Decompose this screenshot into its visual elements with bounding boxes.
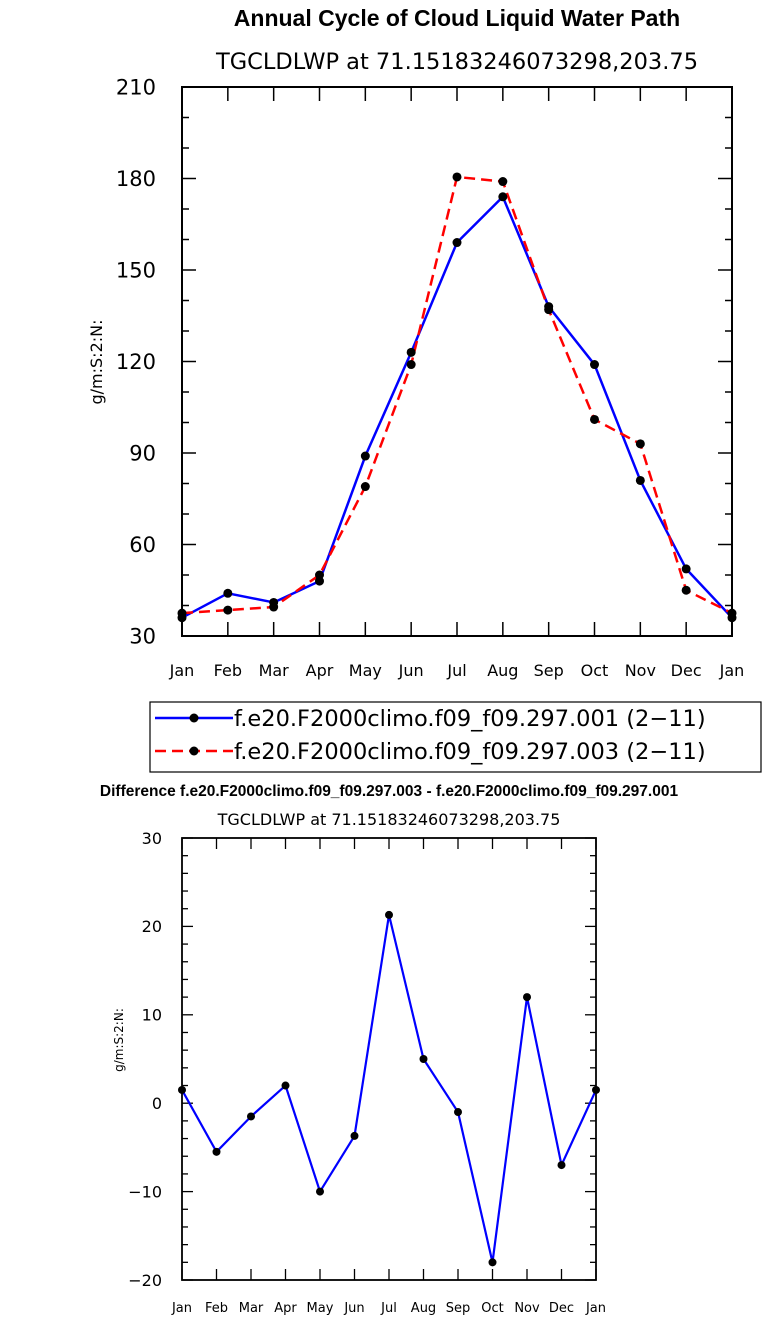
data-point-0-1-7	[498, 177, 508, 187]
y-tick-label: 20	[142, 917, 162, 936]
data-point-0-1-12	[727, 608, 737, 618]
data-point-1-0-7	[419, 1055, 428, 1063]
data-point-0-0-6	[452, 238, 462, 248]
x-tick-label: Sep	[446, 1301, 471, 1316]
x-tick-label: Jul	[446, 661, 466, 680]
data-point-1-0-10	[523, 993, 531, 1002]
bottom-chart-axes: −20 −10 0 10 20 30 Jan Feb Mar Apr May Jun Jul Aug Sep…	[128, 829, 606, 1316]
data-point-0-1-2	[269, 602, 279, 612]
data-point-0-1-5	[406, 360, 416, 370]
data-point-1-0-6	[385, 910, 393, 919]
x-tick-label: Jun	[398, 661, 424, 680]
data-point-0-1-8	[544, 305, 554, 315]
x-tick-label: Jan	[585, 1301, 606, 1316]
data-point-0-1-1	[223, 605, 233, 615]
y-tick-label: 150	[116, 259, 156, 283]
series-line-1-0	[181, 913, 597, 1264]
x-tick-label: Oct	[581, 661, 609, 680]
x-tick-label: Feb	[214, 661, 242, 680]
data-point-0-0-5	[406, 347, 416, 357]
x-tick-label: Jun	[343, 1301, 364, 1316]
data-point-0-0-7	[498, 192, 508, 202]
data-point-1-0-12	[592, 1085, 600, 1094]
x-tick-label: Nov	[514, 1301, 540, 1316]
data-point-0-0-11	[681, 564, 691, 574]
x-tick-label: Jan	[169, 661, 195, 680]
bottom-chart: Difference f.e20.F2000climo.f09_f09.297.…	[100, 783, 679, 1316]
x-tick-label: Feb	[205, 1301, 228, 1316]
data-point-1-0-0	[178, 1085, 186, 1094]
y-tick-label: −10	[128, 1182, 162, 1201]
y-tick-label: −20	[128, 1271, 162, 1290]
y-tick-label: 30	[142, 829, 162, 848]
y-tick-label: 30	[129, 625, 156, 649]
y-tick-label: 60	[129, 533, 156, 557]
top-chart-legend: f.e20.F2000climo.f09_f09.297.001 (2−11) …	[149, 701, 762, 773]
bottom-chart-subtitle: TGCLDLWP at 71.15183246073298,203.75	[217, 810, 561, 829]
x-tick-label: Oct	[481, 1301, 503, 1316]
series-line-0-0	[181, 195, 733, 619]
legend-label-001: f.e20.F2000climo.f09_f09.297.001 (2−11)	[234, 706, 706, 732]
bottom-chart-ylabel: g/m:S:2:N:	[112, 1008, 126, 1072]
x-tick-label: Aug	[487, 661, 518, 680]
y-tick-label: 120	[116, 350, 156, 374]
data-point-0-1-4	[360, 482, 370, 492]
x-tick-label: Apr	[274, 1301, 297, 1316]
y-tick-label: 10	[142, 1006, 162, 1025]
data-point-0-1-10	[635, 439, 645, 449]
x-tick-label: Dec	[671, 661, 702, 680]
x-tick-label: Mar	[259, 661, 290, 680]
data-point-1-0-11	[557, 1161, 566, 1170]
x-tick-label: Jul	[380, 1301, 397, 1316]
data-point-0-0-4	[360, 451, 370, 461]
data-point-1-0-9	[488, 1258, 497, 1267]
legend-box	[149, 701, 762, 773]
plot-frame	[181, 837, 597, 1281]
x-tick-label: Mar	[239, 1301, 264, 1316]
top-chart-subtitle: TGCLDLWP at 71.15183246073298,203.75	[215, 49, 698, 75]
y-tick-label: 90	[129, 442, 156, 466]
x-tick-label: Sep	[534, 661, 564, 680]
data-point-0-1-3	[315, 570, 324, 580]
top-chart: Annual Cycle of Cloud Liquid Water Path …	[87, 5, 762, 773]
x-tick-label: Jan	[171, 1301, 192, 1316]
data-point-0-1-6	[452, 172, 462, 182]
top-chart-axes: 30 60 90 120 150 180 210 Jan Feb Mar Apr May Jun Jul A…	[116, 76, 744, 680]
x-tick-label: Apr	[306, 661, 334, 680]
x-tick-label: Aug	[411, 1301, 436, 1316]
x-tick-label: May	[349, 661, 382, 680]
plot-frame	[181, 86, 733, 637]
data-point-0-0-9	[590, 360, 599, 370]
data-point-1-0-8	[454, 1108, 462, 1117]
data-point-0-1-9	[590, 414, 599, 424]
data-point-1-0-4	[316, 1187, 324, 1196]
data-point-1-0-2	[247, 1112, 255, 1121]
y-tick-label: 210	[116, 76, 156, 100]
data-point-0-0-10	[635, 475, 645, 485]
x-tick-label: May	[307, 1301, 334, 1316]
data-point-0-0-1	[223, 588, 233, 598]
data-point-0-1-11	[681, 585, 691, 595]
x-tick-label: Nov	[625, 661, 656, 680]
data-point-1-0-3	[281, 1081, 290, 1090]
x-tick-label: Jan	[719, 661, 745, 680]
legend-marker-001	[189, 713, 199, 723]
data-point-1-0-5	[350, 1131, 359, 1140]
data-point-1-0-1	[212, 1147, 221, 1156]
y-tick-label: 180	[116, 167, 156, 191]
y-tick-label: 0	[152, 1094, 162, 1113]
top-chart-title: Annual Cycle of Cloud Liquid Water Path	[234, 5, 680, 31]
top-chart-ylabel: g/m:S:2:N:	[87, 320, 106, 405]
top-chart-series	[177, 172, 737, 623]
legend-marker-003	[189, 746, 199, 756]
bottom-chart-series	[178, 910, 600, 1267]
data-point-0-1-0	[177, 608, 187, 618]
x-tick-label: Dec	[549, 1301, 574, 1316]
bottom-chart-title: Difference f.e20.F2000climo.f09_f09.297.…	[100, 783, 679, 800]
legend-label-003: f.e20.F2000climo.f09_f09.297.003 (2−11)	[234, 739, 706, 765]
